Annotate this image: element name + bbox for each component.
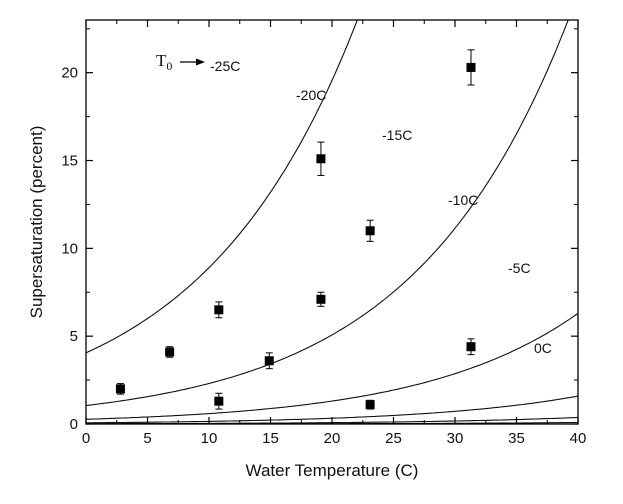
curve-label: -25C xyxy=(210,58,240,74)
x-tick-label: 0 xyxy=(82,430,90,447)
curve-label: -5C xyxy=(508,260,531,276)
y-axis-title: Supersaturation (percent) xyxy=(27,126,46,319)
curve-labels: -25C -20C -15C -10C -5C 0C xyxy=(210,58,552,356)
y-tick-label: 0 xyxy=(70,416,78,433)
data-point xyxy=(466,342,476,352)
t0-annotation: T0 xyxy=(156,51,205,73)
data-point xyxy=(365,226,375,236)
data-point xyxy=(214,305,224,315)
y-tick-label: 5 xyxy=(70,328,78,345)
curve-label: -15C xyxy=(382,127,412,143)
x-tick-label: 30 xyxy=(447,430,464,447)
data-point xyxy=(365,400,375,410)
curve-minus25C xyxy=(86,20,358,354)
x-tick-label: 40 xyxy=(570,430,587,447)
t0-letter: T xyxy=(156,51,167,70)
data-point xyxy=(115,384,125,394)
y-axis-ticks: 0 5 10 15 20 xyxy=(61,28,578,433)
curve-label: -20C xyxy=(296,87,326,103)
y-tick-label: 15 xyxy=(61,153,78,170)
data-point xyxy=(466,62,476,72)
x-tick-label: 25 xyxy=(385,430,402,447)
x-tick-label: 15 xyxy=(262,430,279,447)
x-axis-title: Water Temperature (C) xyxy=(246,461,419,480)
x-tick-label: 10 xyxy=(201,430,218,447)
t0-subscript: 0 xyxy=(166,59,172,73)
x-tick-label: 20 xyxy=(324,430,341,447)
x-tick-label: 35 xyxy=(508,430,525,447)
x-axis-ticks: 0 5 10 15 20 25 30 35 40 xyxy=(82,20,587,447)
data-point xyxy=(316,154,326,164)
data-point xyxy=(214,396,224,406)
curve-minus15C xyxy=(86,312,578,420)
data-point xyxy=(264,356,274,366)
x-tick-label: 5 xyxy=(143,430,151,447)
y-tick-label: 10 xyxy=(61,240,78,257)
measurements-layer xyxy=(115,49,476,410)
curve-minus20C xyxy=(86,20,569,407)
curve-label: -10C xyxy=(448,192,478,208)
data-point xyxy=(165,347,175,357)
y-tick-label: 20 xyxy=(61,65,78,82)
curve-label: 0C xyxy=(534,340,552,356)
t0-label: T0 xyxy=(156,51,172,73)
data-point xyxy=(316,294,326,304)
t0-arrow-head xyxy=(196,58,205,66)
